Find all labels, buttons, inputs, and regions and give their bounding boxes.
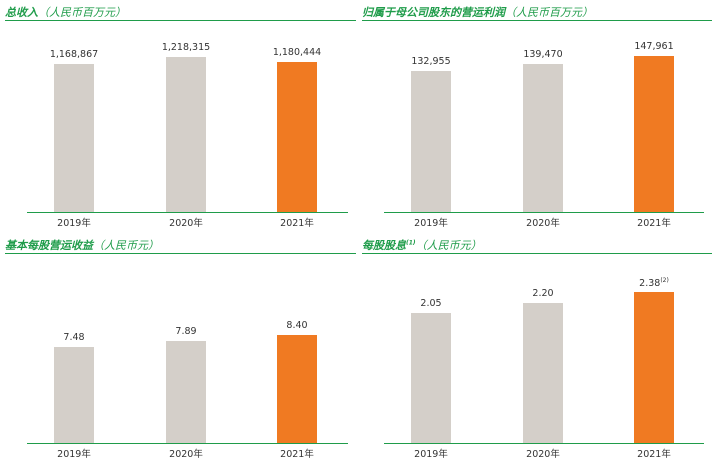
data-label-text: 7.48 [63,331,85,343]
x-axis-baseline [384,212,704,213]
x-tick-label: 2021年 [280,449,314,460]
x-tick-label: 2019年 [57,449,91,460]
data-label-text: 2.38 [639,278,661,290]
chart-unit-label: （人民币百万元） [505,6,593,19]
x-tick-label: 2019年 [414,218,448,229]
data-label-text: 139,470 [523,49,563,61]
data-label-footnote: (2) [660,276,669,284]
title-divider [5,253,356,254]
chart-title-text: 每股股息 [362,239,406,252]
data-label: 7.89 [146,326,226,337]
bar-2021年 [634,291,674,443]
data-label-text: 2.20 [532,288,554,300]
data-label: 1,180,444 [257,47,337,58]
chart-title: 归属于母公司股东的营运利润（人民币百万元） [362,4,593,20]
data-label-text: 1,168,867 [49,48,99,60]
data-label: 2.20 [503,288,583,299]
x-tick-label: 2020年 [169,218,203,229]
chart-title-text: 归属于母公司股东的营运利润 [362,6,505,19]
data-label: 8.40 [257,320,337,331]
x-tick-label: 2020年 [526,449,560,460]
data-label-text: 1,180,444 [272,47,322,59]
data-label: 1,168,867 [34,49,114,60]
data-label-text: 1,218,315 [161,42,211,54]
x-tick-label: 2021年 [637,218,671,229]
data-label-text: 147,961 [634,40,674,52]
bar-2019年 [411,71,451,212]
data-label-text: 8.40 [286,319,308,331]
x-tick-label: 2021年 [280,218,314,229]
chart-title: 每股股息(1)（人民币元） [362,237,482,253]
chart-basic-operating-eps: 基本每股营运收益（人民币元） 7.48 2019年 7.89 2020年 8.40 2021… [5,237,362,461]
chart-title: 基本每股营运收益（人民币元） [5,237,159,253]
chart-title-footnote: (1) [406,239,416,247]
bar-2019年 [411,312,451,443]
title-divider [362,20,712,21]
x-axis-baseline [27,443,348,444]
bar-2020年 [166,341,206,443]
chart-title-text: 总收入 [5,6,38,19]
data-label: 132,955 [391,56,471,67]
x-tick-label: 2019年 [57,218,91,229]
chart-title: 总收入（人民币百万元） [5,4,126,20]
chart-unit-label: （人民币元） [93,239,159,252]
chart-unit-label: （人民币元） [415,239,482,252]
x-axis-baseline [27,212,348,213]
data-label: 1,218,315 [146,42,226,53]
bar-2020年 [523,303,563,443]
data-label: 147,961 [614,41,694,52]
bar-2020年 [523,64,563,212]
x-tick-label: 2020年 [169,449,203,460]
data-label: 2.38(2) [614,277,694,289]
bar-2019年 [54,346,94,443]
title-divider [5,20,356,21]
data-label-text: 2.05 [420,297,442,309]
bar-2021年 [277,62,317,212]
chart-unit-label: （人民币百万元） [38,6,126,19]
title-divider [362,253,712,254]
bar-2020年 [166,57,206,212]
chart-title-text: 基本每股营运收益 [5,239,93,252]
data-label-text: 7.89 [175,326,197,338]
data-label-text: 132,955 [411,56,451,68]
x-tick-label: 2019年 [414,449,448,460]
chart-total-revenue: 总收入（人民币百万元） 1,168,867 2019年 1,218,315 2020年 1… [5,4,362,230]
x-tick-label: 2020年 [526,218,560,229]
data-label: 2.05 [391,298,471,309]
chart-dividend-per-share: 每股股息(1)（人民币元） 2.05 2019年 2.20 2020年 2.38(2) 20… [362,237,718,461]
bar-2021年 [634,55,674,212]
data-label: 7.48 [34,332,114,343]
bar-2021年 [277,334,317,443]
bar-2019年 [54,63,94,212]
x-tick-label: 2021年 [637,449,671,460]
chart-operating-profit: 归属于母公司股东的营运利润（人民币百万元） 132,955 2019年 139,470… [362,4,718,230]
data-label: 139,470 [503,49,583,60]
x-axis-baseline [384,443,704,444]
